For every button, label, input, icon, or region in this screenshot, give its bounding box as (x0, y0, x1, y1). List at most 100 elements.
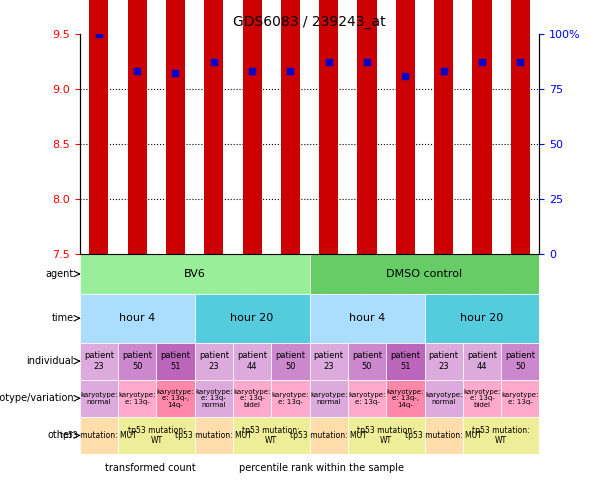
Text: karyotype:
e: 13q-: karyotype: e: 13q- (348, 392, 386, 405)
FancyBboxPatch shape (424, 342, 463, 380)
FancyBboxPatch shape (424, 380, 463, 417)
Bar (281, 0, 300, 254)
Point (94, 30, 104, 38)
Title: GDS6083 / 239243_at: GDS6083 / 239243_at (234, 14, 386, 28)
Bar (226, 463, 235, 475)
Text: tp53 mutation:
WT: tp53 mutation: WT (242, 426, 300, 445)
FancyBboxPatch shape (233, 417, 310, 454)
Bar (434, 0, 453, 254)
Text: genotype/variation: genotype/variation (0, 393, 74, 403)
Text: individual: individual (26, 356, 74, 366)
FancyBboxPatch shape (310, 254, 539, 294)
FancyBboxPatch shape (80, 380, 118, 417)
Text: karyotype:
e: 13q-: karyotype: e: 13q- (272, 392, 309, 405)
Text: tp53 mutation: MUT: tp53 mutation: MUT (175, 431, 252, 440)
Text: tp53 mutation:
WT: tp53 mutation: WT (357, 426, 415, 445)
FancyBboxPatch shape (156, 342, 195, 380)
Text: patient
23: patient 23 (314, 352, 344, 371)
Text: patient
51: patient 51 (390, 352, 421, 371)
Text: patient
23: patient 23 (428, 352, 459, 371)
FancyBboxPatch shape (80, 342, 118, 380)
Text: tp53 mutation: MUT: tp53 mutation: MUT (405, 431, 482, 440)
FancyBboxPatch shape (463, 380, 501, 417)
FancyBboxPatch shape (424, 417, 463, 454)
FancyBboxPatch shape (271, 380, 310, 417)
FancyBboxPatch shape (118, 380, 156, 417)
Text: tp53 mutation:
WT: tp53 mutation: WT (128, 426, 185, 445)
FancyBboxPatch shape (501, 342, 539, 380)
Text: karyotype:
e: 13q-
bidel: karyotype: e: 13q- bidel (463, 389, 501, 408)
FancyBboxPatch shape (348, 380, 386, 417)
Bar (204, 0, 223, 254)
FancyBboxPatch shape (233, 342, 271, 380)
Text: time: time (52, 313, 74, 323)
Bar (243, 0, 262, 254)
FancyBboxPatch shape (310, 380, 348, 417)
Bar (91, 463, 101, 475)
Bar (357, 0, 376, 254)
Text: tp53 mutation:
WT: tp53 mutation: WT (472, 426, 530, 445)
Text: patient
44: patient 44 (467, 352, 497, 371)
Text: BV6: BV6 (184, 269, 205, 279)
FancyBboxPatch shape (348, 417, 424, 454)
FancyBboxPatch shape (156, 380, 195, 417)
FancyBboxPatch shape (310, 417, 348, 454)
FancyBboxPatch shape (118, 417, 195, 454)
Text: patient
50: patient 50 (275, 352, 305, 371)
Point (516, 58, 525, 66)
FancyBboxPatch shape (80, 254, 310, 294)
Text: karyotype:
e: 13q-
bidel: karyotype: e: 13q- bidel (234, 389, 271, 408)
FancyBboxPatch shape (233, 380, 271, 417)
Text: patient
50: patient 50 (505, 352, 535, 371)
Bar (166, 0, 185, 254)
Text: patient
23: patient 23 (199, 352, 229, 371)
FancyBboxPatch shape (195, 342, 233, 380)
Text: karyotype:
normal: karyotype: normal (80, 392, 118, 405)
Text: tp53 mutation: MUT: tp53 mutation: MUT (61, 431, 137, 440)
Point (209, 58, 219, 66)
FancyBboxPatch shape (271, 342, 310, 380)
Text: hour 20: hour 20 (230, 313, 274, 323)
Text: karyotype:
e: 13q-,
14q-: karyotype: e: 13q-, 14q- (157, 389, 194, 408)
Text: other: other (48, 430, 74, 440)
Point (247, 67, 257, 75)
Text: patient
51: patient 51 (161, 352, 191, 371)
Text: karyotype:
e: 13q-: karyotype: e: 13q- (118, 392, 156, 405)
FancyBboxPatch shape (386, 342, 424, 380)
FancyBboxPatch shape (310, 342, 348, 380)
FancyBboxPatch shape (310, 294, 424, 342)
Point (400, 72, 410, 80)
Text: karyotype:
e: 13q-: karyotype: e: 13q- (501, 392, 539, 405)
Text: patient
50: patient 50 (352, 352, 382, 371)
Text: hour 4: hour 4 (349, 313, 385, 323)
Text: karyotype:
e: 13q-,
14q-: karyotype: e: 13q-, 14q- (387, 389, 424, 408)
FancyBboxPatch shape (80, 417, 118, 454)
Bar (319, 0, 338, 254)
Text: karyotype:
normal: karyotype: normal (425, 392, 462, 405)
FancyBboxPatch shape (195, 417, 233, 454)
Text: karyotype:
normal: karyotype: normal (310, 392, 348, 405)
FancyBboxPatch shape (501, 380, 539, 417)
Text: patient
44: patient 44 (237, 352, 267, 371)
FancyBboxPatch shape (195, 380, 233, 417)
Point (439, 67, 449, 75)
Text: hour 4: hour 4 (119, 313, 155, 323)
Text: agent: agent (46, 269, 74, 279)
Text: percentile rank within the sample: percentile rank within the sample (238, 463, 404, 473)
Point (362, 58, 372, 66)
FancyBboxPatch shape (463, 342, 501, 380)
Text: patient
50: patient 50 (122, 352, 152, 371)
Point (477, 58, 487, 66)
Bar (511, 0, 530, 254)
FancyBboxPatch shape (118, 342, 156, 380)
Text: DMSO control: DMSO control (386, 269, 463, 279)
Bar (128, 0, 147, 254)
FancyBboxPatch shape (195, 294, 310, 342)
FancyBboxPatch shape (424, 294, 539, 342)
Text: karyotype:
e: 13q-
normal: karyotype: e: 13q- normal (195, 389, 232, 408)
FancyBboxPatch shape (348, 342, 386, 380)
FancyBboxPatch shape (80, 294, 195, 342)
Bar (473, 0, 492, 254)
Point (132, 67, 142, 75)
Point (286, 67, 295, 75)
